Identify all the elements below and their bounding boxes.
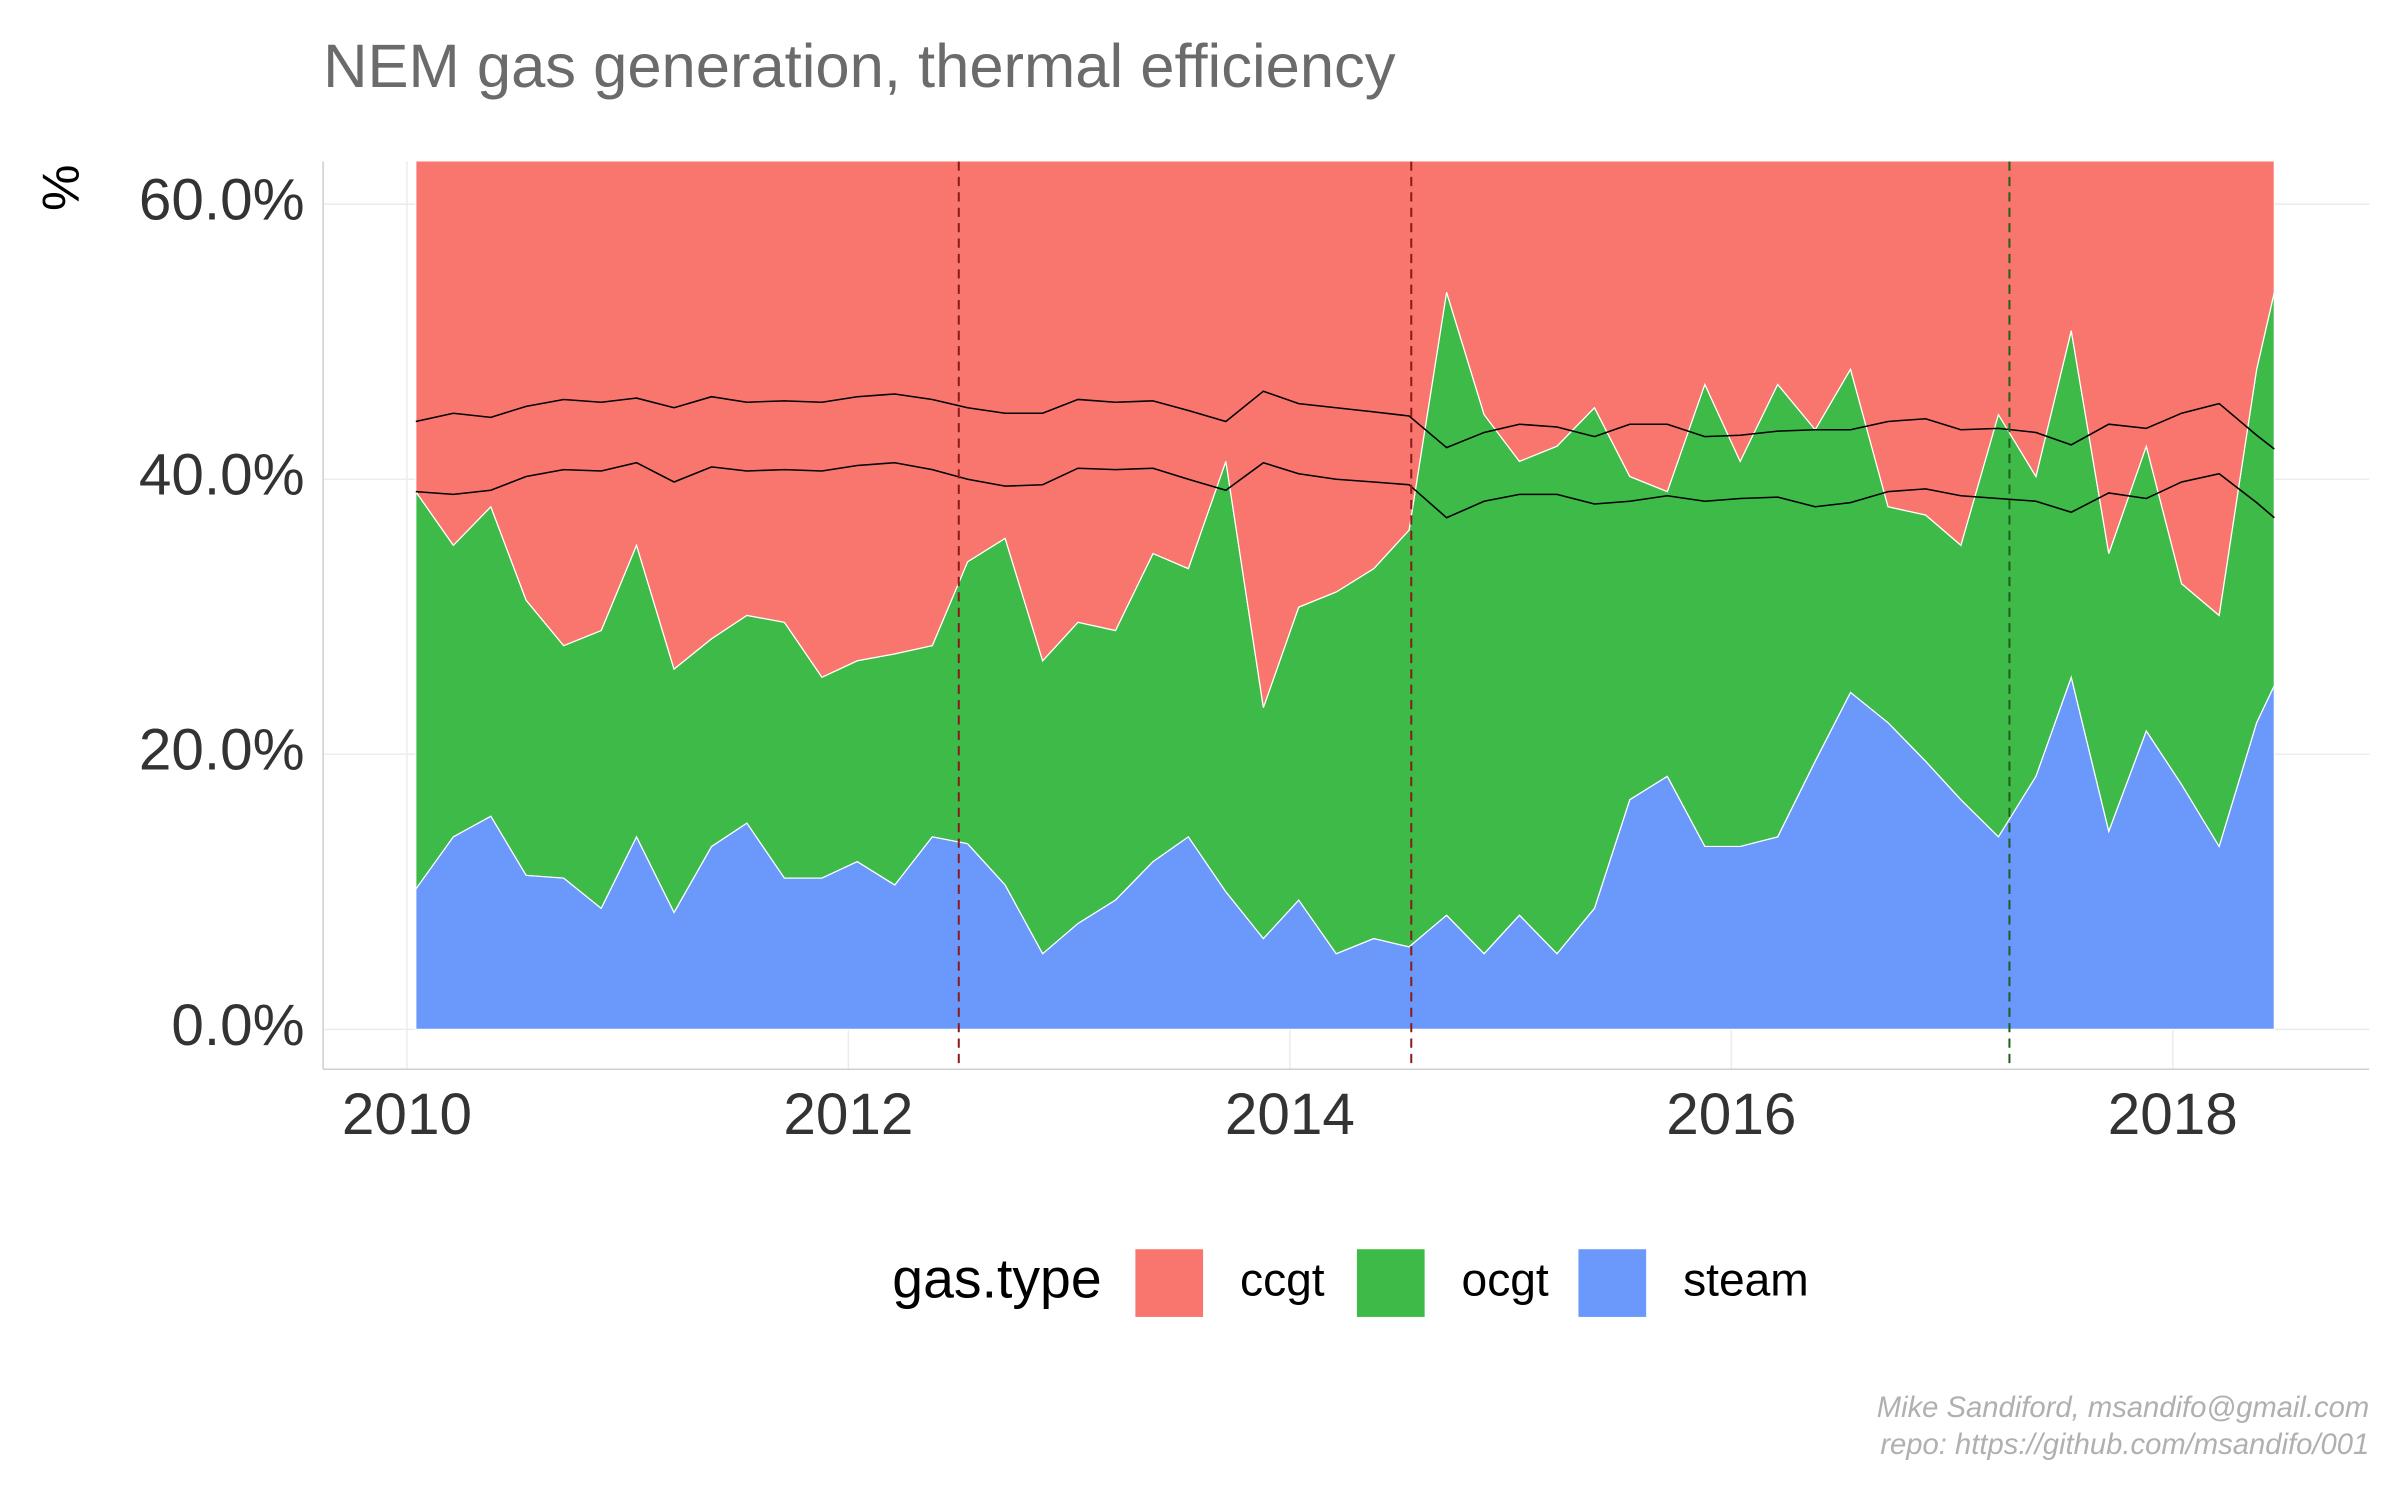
line [415, 390, 2275, 450]
chart-title: NEM gas generation, thermal efficiency [323, 32, 1396, 101]
line [415, 461, 2275, 519]
legend-title: gas.type [892, 1248, 1101, 1310]
legend-label: ocgt [1462, 1253, 1549, 1305]
y-tick-label: 60.0% [139, 168, 305, 233]
area [415, 161, 2275, 708]
x-tick-label: 2014 [1225, 1082, 1355, 1147]
caption: repo: https://github.com/msandifo/001 [1880, 1429, 2369, 1461]
x-tick-label: 2010 [342, 1082, 472, 1147]
legend-key [1135, 1249, 1204, 1317]
legend-key [1356, 1249, 1425, 1317]
y-tick-label: 20.0% [139, 718, 305, 783]
plot-area: 0.0% 20.0% 40.0% 60.0% 2010 2012 2014 2016 2018 g… [139, 161, 2370, 1317]
y-tick-label: 0.0% [171, 993, 304, 1058]
x-tick-label: 2012 [783, 1082, 913, 1147]
y-axis-label: % [32, 164, 90, 211]
x-tick-label: 2016 [1666, 1082, 1796, 1147]
legend-label: ccgt [1240, 1253, 1325, 1305]
legend-key [1578, 1249, 1647, 1317]
caption: Mike Sandiford, msandifo@gmail.com [1877, 1392, 2369, 1424]
x-tick-label: 2018 [2108, 1082, 2238, 1147]
y-tick-label: 40.0% [139, 443, 305, 508]
legend-label: steam [1683, 1253, 1809, 1305]
data-layer [415, 161, 2275, 1030]
